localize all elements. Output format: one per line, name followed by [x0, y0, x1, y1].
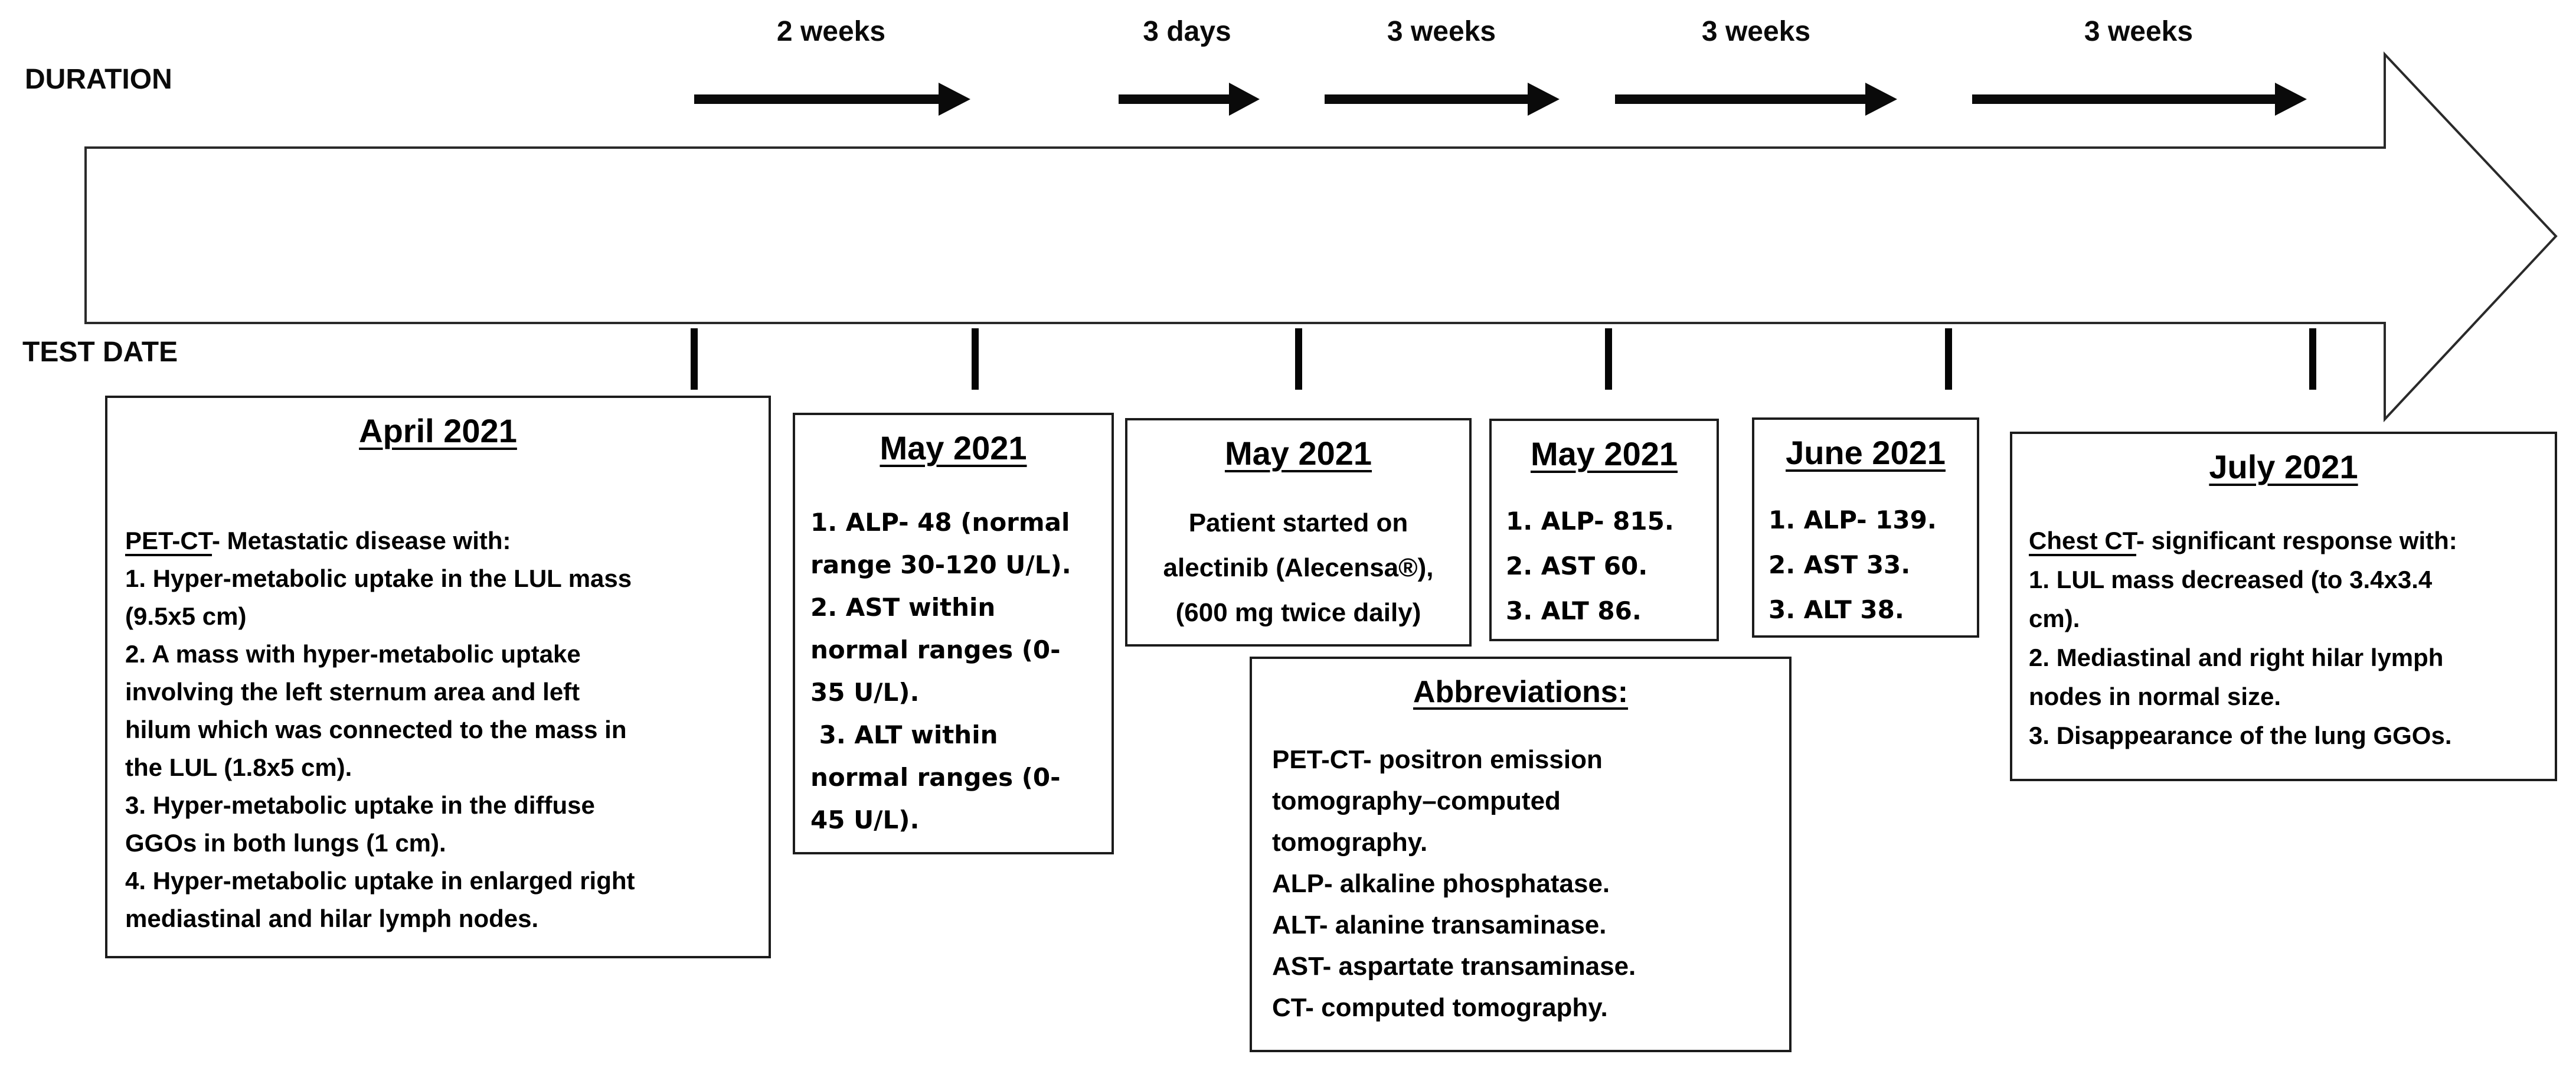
event-box-text: 1. ALP- 815. 2. AST 60. 3. ALT 86.	[1506, 507, 1674, 625]
test-date-tick	[1295, 328, 1302, 390]
event-box-text: 1. Hyper-metabolic uptake in the LUL mas…	[125, 564, 635, 932]
duration-label-3-days: 3 days	[1143, 16, 1231, 47]
duration-arrow	[1119, 83, 1260, 116]
event-box-body: PET-CT- Metastatic disease with: 1. Hype…	[107, 522, 769, 938]
event-box-july-2021: July 2021 Chest CT- significant response…	[2010, 432, 2557, 781]
event-box-title: April 2021	[359, 412, 517, 449]
event-box-body: Chest CT- significant response with: 1. …	[2012, 521, 2555, 755]
event-box-text: 1. ALP- 48 (normal range 30-120 U/L). 2.…	[810, 508, 1071, 834]
event-box-text: Patient started on alectinib (Alecensa®)…	[1163, 508, 1434, 627]
test-date-axis-label: TEST DATE	[22, 337, 178, 368]
duration-label-3-weeks-1: 3 weeks	[1387, 16, 1496, 47]
event-box-text: 1. LUL mass decreased (to 3.4x3.4 cm). 2…	[2029, 566, 2452, 749]
test-date-tick	[1605, 328, 1612, 390]
duration-arrowhead-icon	[939, 83, 970, 116]
duration-arrowhead-icon	[1528, 83, 1560, 116]
duration-arrow	[694, 83, 970, 116]
duration-arrow	[1615, 83, 1897, 116]
event-box-title: May 2021	[880, 429, 1027, 466]
event-box-april-2021: April 2021 PET-CT- Metastatic disease wi…	[105, 396, 771, 958]
event-box-may-2021-labs: May 2021 1. ALP- 48 (normal range 30-120…	[793, 413, 1114, 854]
duration-label-2-weeks: 2 weeks	[776, 16, 886, 47]
duration-arrow	[1325, 83, 1560, 116]
event-box-title: July 2021	[2209, 448, 2358, 485]
event-box-title: June 2021	[1786, 434, 1946, 471]
test-date-tick	[1945, 328, 1952, 390]
event-box-title: May 2021	[1224, 435, 1372, 472]
test-date-tick	[691, 328, 698, 390]
abbreviations-text: PET-CT- positron emission tomography–com…	[1272, 745, 1636, 1022]
duration-label-3-weeks-2: 3 weeks	[1701, 16, 1811, 47]
duration-axis-label: DURATION	[25, 64, 172, 95]
duration-arrowhead-icon	[1229, 83, 1260, 116]
event-box-lead-rest: - Metastatic disease with:	[212, 527, 511, 554]
event-box-lead-rest: - significant response with:	[2136, 527, 2457, 554]
event-box-june-2021: June 2021 1. ALP- 139. 2. AST 33. 3. ALT…	[1752, 417, 1979, 638]
duration-arrowhead-icon	[1865, 83, 1897, 116]
duration-arrow	[1972, 83, 2307, 116]
timeline-arrow	[84, 51, 2558, 423]
duration-label-3-weeks-3: 3 weeks	[2084, 16, 2193, 47]
event-box-lead-underlined: Chest CT	[2029, 527, 2137, 554]
duration-arrowhead-icon	[2275, 83, 2307, 116]
event-box-title: May 2021	[1530, 435, 1678, 472]
test-date-tick	[972, 328, 979, 390]
abbreviations-title: Abbreviations:	[1413, 675, 1629, 709]
event-box-may-2021-labs2: May 2021 1. ALP- 815. 2. AST 60. 3. ALT …	[1489, 419, 1719, 641]
event-box-may-2021-treatment: May 2021 Patient started on alectinib (A…	[1125, 418, 1472, 647]
test-date-tick	[2309, 328, 2316, 390]
event-box-text: 1. ALP- 139. 2. AST 33. 3. ALT 38.	[1768, 505, 1937, 624]
abbreviations-box: Abbreviations: PET-CT- positron emission…	[1250, 657, 1792, 1052]
event-box-lead-underlined: PET-CT	[125, 527, 213, 554]
